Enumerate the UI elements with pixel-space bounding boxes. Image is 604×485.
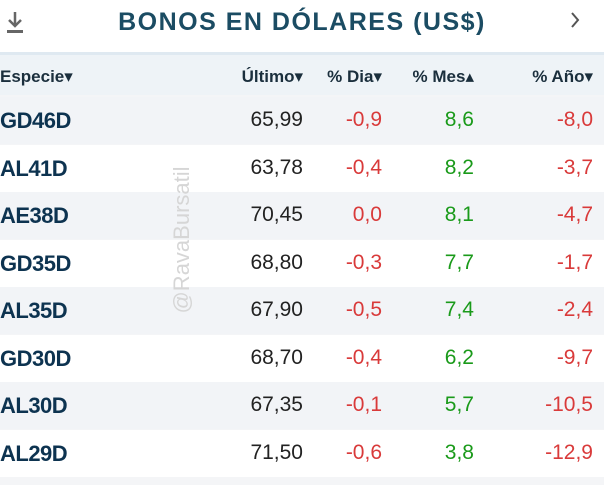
price: 70,45 [250, 203, 303, 226]
change: 7,7 [444, 250, 474, 274]
price: 68,80 [250, 250, 303, 274]
watermark: @RavaBursatil [169, 166, 194, 314]
price: 68,70 [250, 345, 303, 369]
column-label[interactable]: Último▾ [241, 67, 303, 86]
change: -10,5 [545, 393, 593, 416]
change: -12,9 [545, 440, 593, 464]
change: -0,9 [345, 108, 382, 131]
change: -1,7 [556, 250, 593, 274]
price: 71,50 [250, 440, 303, 464]
price: 65,99 [250, 108, 303, 131]
change: -0,1 [345, 393, 382, 416]
change: 8,6 [444, 108, 474, 131]
table-row: GD46D 65,99 -0,9 8,6 -8,0 [0, 97, 604, 144]
change: 5,7 [444, 393, 474, 416]
table-row: AL35D 67,90 -0,5 7,4 -2,4 [0, 287, 604, 334]
next-icon[interactable] [568, 10, 582, 30]
price: 67,35 [250, 393, 303, 416]
title: BONOS EN DÓLARES (US$) [118, 8, 486, 36]
ticker: GD35D [0, 250, 71, 276]
ticker: AE38D [0, 203, 69, 228]
column-label[interactable]: Especie▾ [0, 67, 73, 86]
column-header: Especie▾ Último▾ % Dia▾ % Mes▴ % Año▾ [0, 55, 604, 95]
change: -0,6 [345, 440, 382, 464]
change: 6,2 [444, 345, 474, 369]
download-icon[interactable] [4, 10, 26, 36]
change: 8,2 [444, 155, 474, 179]
column-label[interactable]: % Año▾ [532, 67, 593, 86]
column-label[interactable]: % Dia▾ [327, 67, 382, 86]
change: -0,4 [345, 155, 382, 179]
price: 63,78 [250, 155, 303, 179]
change: 7,4 [444, 298, 474, 321]
change: -9,7 [556, 345, 593, 369]
change: -2,4 [556, 298, 593, 321]
ticker: AL30D [0, 393, 68, 418]
change: -0,3 [345, 250, 382, 274]
change: 3,8 [444, 440, 474, 464]
ticker: AL41D [0, 155, 68, 181]
table-row: GD30D 68,70 -0,4 6,2 -9,7 [0, 334, 604, 382]
change: -0,5 [345, 298, 382, 321]
table-row: AL29D 71,50 -0,6 3,8 -12,9 [0, 429, 604, 477]
change: 8,1 [444, 203, 474, 226]
table-row: GD35D 68,80 -0,3 7,7 -1,7 [0, 239, 604, 287]
table-row: AE38D 70,45 0,0 8,1 -4,7 [0, 192, 604, 239]
ticker: GD46D [0, 108, 71, 133]
change: -3,7 [556, 155, 593, 179]
change: -8,0 [556, 108, 593, 131]
change: 0,0 [352, 203, 382, 226]
header: BONOS EN DÓLARES (US$) [0, 0, 604, 55]
table-row: AL41D 63,78 -0,4 8,2 -3,7 [0, 144, 604, 192]
column-label[interactable]: % Mes▴ [412, 67, 474, 86]
change: -4,7 [556, 203, 593, 226]
ticker: AL29D [0, 440, 68, 466]
ticker: GD30D [0, 345, 71, 371]
change: -0,4 [345, 345, 382, 369]
table-row: AL30D 67,35 -0,1 5,7 -10,5 [0, 382, 604, 429]
price: 67,90 [250, 298, 303, 321]
ticker: AL35D [0, 298, 68, 323]
